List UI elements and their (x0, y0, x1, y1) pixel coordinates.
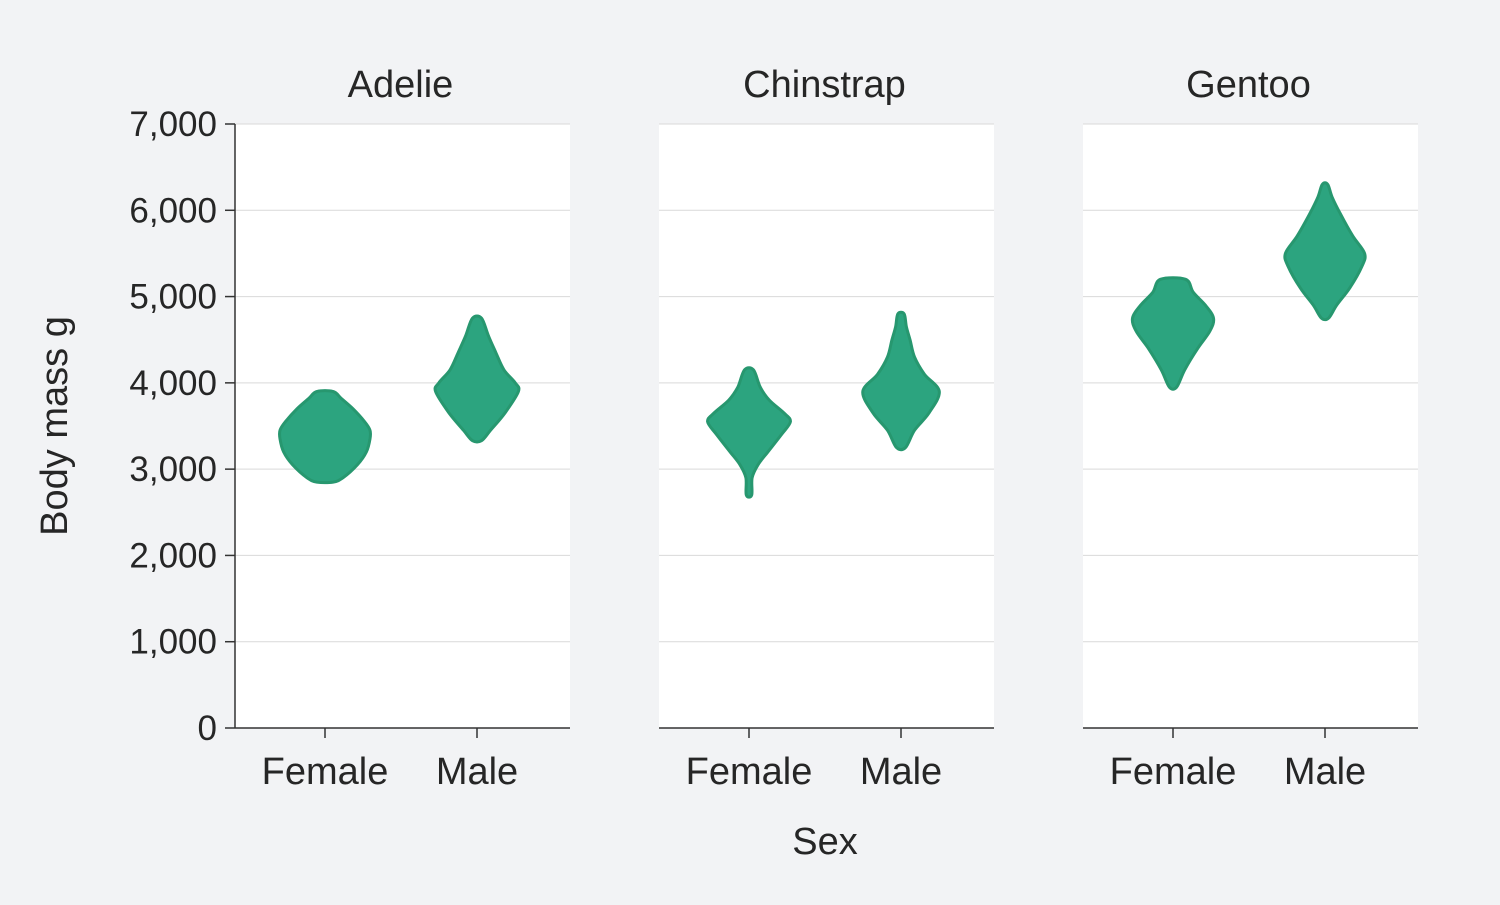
x-axis-title: Sex (792, 821, 857, 863)
panel-chinstrap: Chinstrap Female Male (659, 64, 994, 793)
y-tick-label: 0 (198, 709, 217, 748)
violin-adelie-male (433, 314, 521, 444)
violin-adelie-female (277, 389, 373, 485)
x-tick-label: Female (686, 751, 813, 793)
panel-title: Adelie (348, 64, 454, 106)
violin-gentoo-female (1130, 276, 1216, 391)
y-tick-label: 3,000 (129, 450, 217, 489)
x-tick-label: Male (436, 751, 518, 793)
panel-title: Gentoo (1186, 64, 1311, 106)
y-tick-label: 4,000 (129, 364, 217, 403)
y-tick-label: 7,000 (129, 105, 217, 144)
y-tick-label: 2,000 (129, 536, 217, 575)
x-tick-label: Female (1110, 751, 1237, 793)
panel-gentoo: Gentoo Female Male (1083, 64, 1418, 793)
y-tick-label: 5,000 (129, 278, 217, 317)
y-tick-label: 1,000 (129, 623, 217, 662)
x-tick-label: Male (860, 751, 942, 793)
y-tick-label: 6,000 (129, 191, 217, 230)
violin-gentoo-male (1283, 181, 1367, 322)
panel-background (1083, 124, 1418, 728)
x-tick-label: Female (262, 751, 389, 793)
x-tick-label: Male (1284, 751, 1366, 793)
panel-adelie: 0 1,000 2,000 3,000 4,000 5,000 6,000 7,000 Adel… (129, 64, 570, 793)
panel-title: Chinstrap (743, 64, 906, 106)
violin-chinstrap-female (706, 366, 792, 499)
violin-chinstrap-male (861, 310, 941, 452)
y-axis-title: Body mass g (34, 316, 76, 536)
